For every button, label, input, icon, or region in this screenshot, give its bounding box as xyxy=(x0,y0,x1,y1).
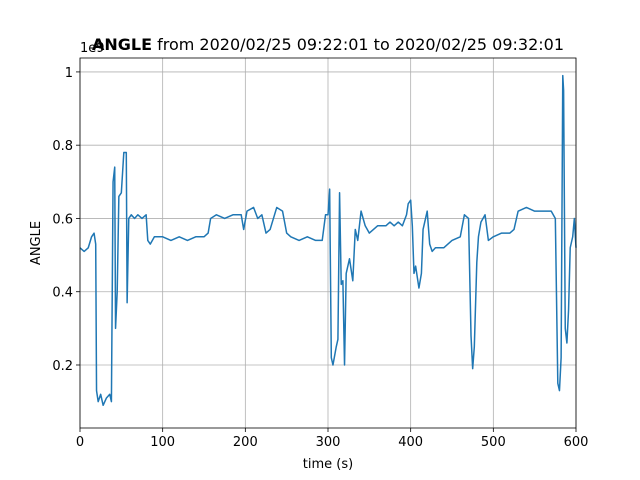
chart-title: ANGLE from 2020/02/25 09:22:01 to 2020/0… xyxy=(92,35,564,54)
offset-text: 1e9 xyxy=(80,41,105,56)
x-tick-label: 400 xyxy=(398,435,423,450)
title-main: ANGLE xyxy=(92,35,152,54)
y-tick-label: 1 xyxy=(65,66,73,81)
y-tick-label: 0.4 xyxy=(52,286,73,301)
y-tick-label: 0.6 xyxy=(52,212,73,227)
plot-frame xyxy=(79,57,577,429)
x-axis-label: time (s) xyxy=(303,457,353,472)
data-line xyxy=(79,74,577,407)
title-range: from 2020/02/25 09:22:01 to 2020/02/25 0… xyxy=(157,35,564,54)
x-tick-label: 0 xyxy=(76,435,84,450)
x-tick-label: 300 xyxy=(316,435,341,450)
x-tick-label: 100 xyxy=(150,435,175,450)
y-tick-label: 0.8 xyxy=(52,139,73,154)
x-tick-label: 500 xyxy=(481,435,506,450)
x-tick-label: 600 xyxy=(564,435,589,450)
y-tick-label: 0.2 xyxy=(52,359,73,374)
x-tick-label: 200 xyxy=(233,435,258,450)
y-axis-label: ANGLE xyxy=(29,221,44,265)
